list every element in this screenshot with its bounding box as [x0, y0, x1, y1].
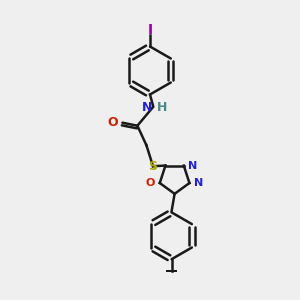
Text: I: I	[147, 23, 153, 37]
Text: N: N	[188, 160, 197, 171]
Text: O: O	[146, 178, 155, 188]
Text: H: H	[157, 100, 167, 114]
Text: S: S	[148, 160, 158, 173]
Text: N: N	[194, 178, 203, 188]
Text: N: N	[142, 100, 152, 114]
Text: O: O	[108, 116, 118, 129]
